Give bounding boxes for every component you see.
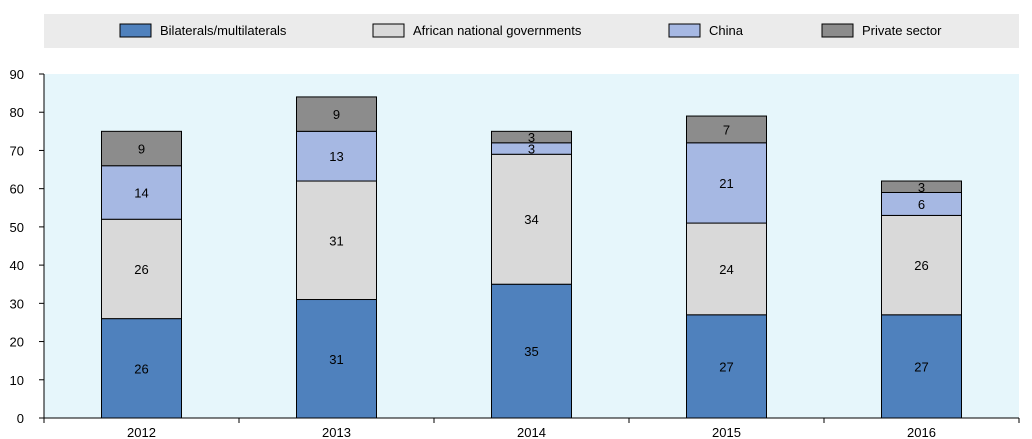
data-label: 3 [918, 180, 925, 195]
bar-segment [686, 222, 767, 316]
data-label: 7 [723, 122, 730, 137]
data-label: 6 [918, 197, 925, 212]
legend-label: Private sector [862, 23, 942, 38]
y-axis: 0 10 20 30 40 50 60 70 80 90 [10, 67, 45, 426]
bar-segment [686, 115, 767, 144]
legend-swatch [821, 23, 854, 38]
y-tick-label: 30 [10, 296, 24, 311]
y-tick-label: 90 [10, 67, 24, 82]
legend-swatch [668, 23, 701, 38]
x-tick-label: 2015 [712, 425, 741, 439]
data-label: 27 [719, 359, 733, 374]
x-tick-label: 2012 [127, 425, 156, 439]
data-label: 26 [914, 258, 928, 273]
y-tick-label: 70 [10, 143, 24, 158]
y-tick-label: 0 [17, 411, 24, 426]
legend-label: Bilaterals/multilaterals [160, 23, 287, 38]
bar-segment [101, 165, 182, 220]
data-label: 3 [528, 130, 535, 145]
bar-segment [101, 218, 182, 320]
data-label: 34 [524, 212, 538, 227]
y-tick-label: 60 [10, 182, 24, 197]
data-label: 21 [719, 176, 733, 191]
x-axis: 2012 2013 2014 2015 2016 [43, 417, 1020, 439]
y-tick-label: 40 [10, 258, 24, 273]
y-tick-label: 50 [10, 220, 24, 235]
x-tick-label: 2013 [322, 425, 351, 439]
data-label: 27 [914, 359, 928, 374]
bar-segment [686, 314, 767, 419]
bar-segment [296, 130, 377, 182]
legend-swatch [372, 23, 405, 38]
y-tick-label: 20 [10, 335, 24, 350]
bar-segment [881, 214, 962, 316]
bar-segment [491, 153, 572, 285]
bar-segment [881, 314, 962, 419]
data-label: 9 [138, 142, 145, 157]
data-label: 26 [134, 262, 148, 277]
data-label: 31 [329, 233, 343, 248]
bar-segment [296, 96, 377, 132]
bar-segment [881, 180, 962, 193]
data-label: 13 [329, 149, 343, 164]
legend-background [44, 14, 1019, 48]
legend: Bilaterals/multilaterals African national… [119, 23, 942, 38]
data-label: 3 [528, 142, 535, 157]
bar-segment [296, 299, 377, 419]
data-label: 35 [524, 344, 538, 359]
bar-segment [491, 283, 572, 419]
data-label: 24 [719, 262, 733, 277]
data-label: 14 [134, 185, 148, 200]
bar-segment [296, 180, 377, 301]
data-label: 9 [333, 107, 340, 122]
bar-segment [101, 130, 182, 167]
legend-label: African national governments [413, 23, 582, 38]
data-label: 26 [134, 361, 148, 376]
legend-label: China [709, 23, 744, 38]
y-tick-label: 10 [10, 373, 24, 388]
bar-segment [686, 142, 767, 224]
bar-segment [491, 130, 572, 144]
y-tick-label: 80 [10, 105, 24, 120]
x-tick-label: 2014 [517, 425, 546, 439]
x-tick-label: 2016 [907, 425, 936, 439]
data-label: 31 [329, 352, 343, 367]
legend-swatch [119, 23, 152, 38]
